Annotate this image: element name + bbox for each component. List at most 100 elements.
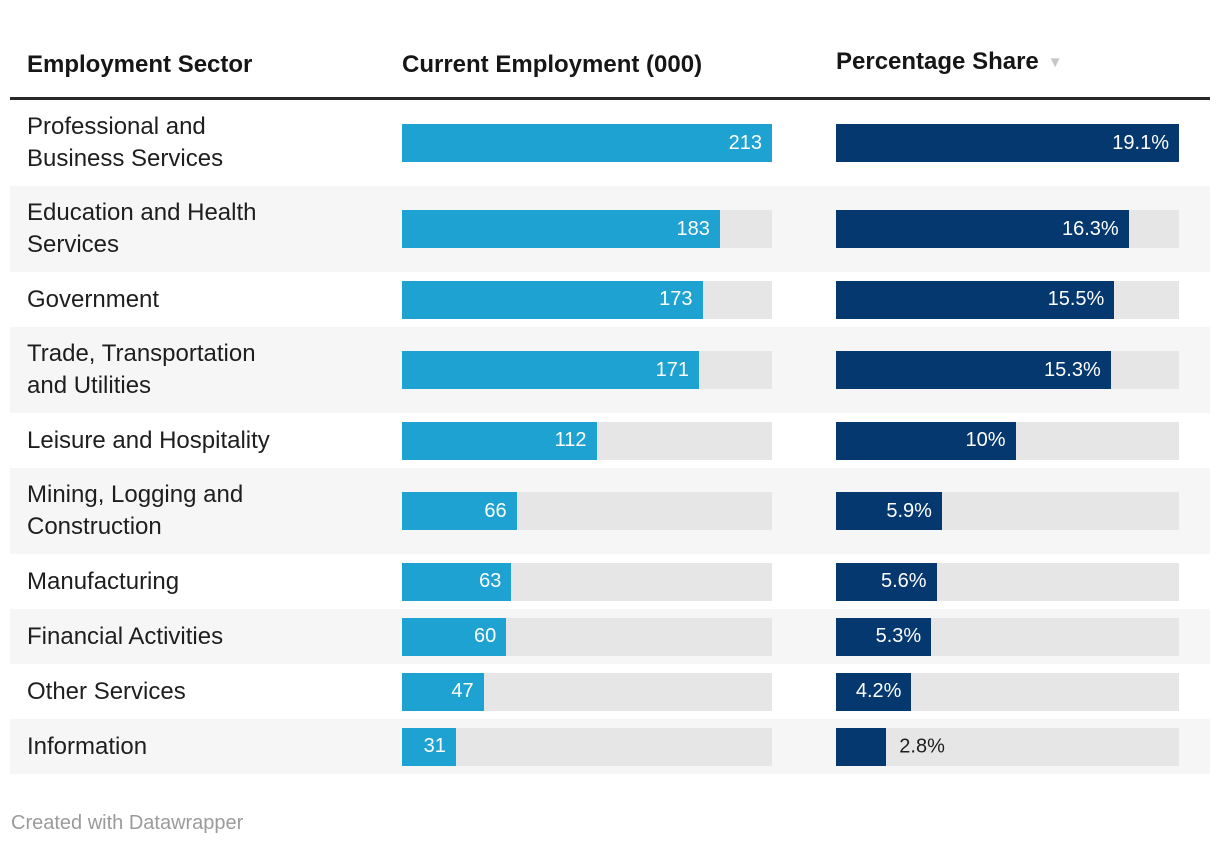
header-rule [10, 97, 1210, 100]
employment-bar-track: 63 [402, 562, 772, 601]
share-value: 4.2% [855, 680, 902, 702]
sector-label: Trade, Transportation and Utilities [27, 340, 256, 399]
sector-label: Information [27, 732, 148, 760]
share-bar-track: 5.9% [836, 492, 1179, 530]
share-value: 2.8% [899, 735, 945, 757]
sector-label: Mining, Logging and Construction [27, 481, 244, 540]
table-row: Information 31 2.8% [10, 719, 1210, 774]
employment-bar-track: 47 [402, 672, 772, 711]
table-row: Education and Health Services 183 16.3% [10, 186, 1210, 272]
employment-bar-cell: 183 [402, 210, 772, 248]
employment-bar-cell: 171 [402, 351, 772, 389]
employment-value: 171 [655, 358, 690, 381]
share-bar-track: 4.2% [836, 672, 1179, 711]
employment-bar-cell: 112 [402, 421, 772, 460]
column-header-current-employment[interactable]: Current Employment (000) [402, 51, 703, 78]
share-value: 16.3% [1061, 217, 1119, 240]
employment-value: 173 [659, 288, 693, 310]
employment-bar-track: 171 [402, 351, 772, 389]
share-value: 15.3% [1044, 358, 1101, 381]
employment-bar: 66 [402, 492, 517, 530]
share-bar-cell: 15.5% [836, 280, 1179, 319]
share-bar: 5.6% [836, 562, 937, 601]
share-value: 5.9% [886, 499, 932, 522]
column-header-percentage-share[interactable]: Percentage Share ▼ [836, 48, 1179, 79]
employment-value: 66 [484, 499, 507, 522]
employment-bar: 63 [402, 562, 512, 601]
sector-label: Government [27, 285, 160, 313]
share-bar-track: 15.3% [836, 351, 1179, 389]
share-bar-track: 19.1% [836, 124, 1179, 162]
share-bar-cell: 2.8% [836, 727, 1179, 766]
share-bar-track: 15.5% [836, 280, 1179, 319]
employment-value: 112 [554, 429, 587, 451]
employment-bar-cell: 60 [402, 617, 772, 656]
share-value: 5.6% [880, 570, 927, 592]
table-row: Government 173 15.5% [10, 272, 1210, 327]
table-row: Financial Activities 60 5.3% [10, 609, 1210, 664]
table-row: Other Services 47 4.2% [10, 664, 1210, 719]
employment-bar-track: 66 [402, 492, 772, 530]
employment-bar-cell: 173 [402, 280, 772, 319]
table-row: Manufacturing 63 5.6% [10, 554, 1210, 609]
sector-label: Education and Health Services [27, 199, 257, 258]
employment-bar: 171 [402, 351, 700, 389]
employment-bar-track: 112 [402, 421, 772, 460]
share-value: 5.3% [875, 625, 922, 647]
share-bar-track: 2.8% [836, 727, 1179, 766]
share-bar-track: 16.3% [836, 210, 1179, 248]
sector-label: Manufacturing [27, 567, 180, 595]
sort-desc-icon: ▼ [1047, 54, 1063, 71]
datawrapper-table: Employment Sector Current Employment (00… [10, 0, 1210, 835]
share-bar-cell: 5.6% [836, 562, 1179, 601]
share-bar [836, 727, 887, 766]
table-body: Professional and Business Services 213 1… [10, 100, 1210, 774]
employment-bar-cell: 63 [402, 562, 772, 601]
share-bar: 5.3% [836, 617, 932, 656]
employment-bar-track: 173 [402, 280, 772, 319]
column-header-label: Percentage Share [836, 48, 1039, 75]
share-bar: 5.9% [836, 492, 942, 530]
share-bar: 16.3% [836, 210, 1129, 248]
share-bar: 19.1% [836, 124, 1179, 162]
employment-value: 183 [676, 217, 710, 240]
employment-bar: 31 [402, 727, 456, 766]
sector-label: Financial Activities [27, 622, 224, 650]
share-bar-cell: 5.3% [836, 617, 1179, 656]
employment-bar: 213 [402, 124, 772, 162]
employment-value: 47 [451, 680, 474, 702]
share-bar-track: 10% [836, 421, 1179, 460]
employment-bar-track: 183 [402, 210, 772, 248]
employment-bar: 112 [402, 421, 597, 460]
share-bar: 15.3% [836, 351, 1111, 389]
employment-bar-cell: 31 [402, 727, 772, 766]
employment-value: 31 [423, 735, 446, 757]
footer-credit[interactable]: Created with Datawrapper [11, 812, 244, 834]
employment-bar-cell: 66 [402, 492, 772, 530]
table-row: Trade, Transportation and Utilities 171 … [10, 327, 1210, 413]
share-bar-cell: 19.1% [836, 124, 1179, 162]
share-value: 10% [965, 429, 1006, 451]
share-bar-track: 5.6% [836, 562, 1179, 601]
employment-value: 60 [473, 625, 497, 647]
share-bar: 4.2% [836, 672, 912, 711]
sector-label: Leisure and Hospitality [27, 426, 270, 454]
share-value: 15.5% [1047, 288, 1105, 310]
sector-label: Professional and Business Services [27, 113, 224, 172]
employment-bar: 47 [402, 672, 484, 711]
table-row: Professional and Business Services 213 1… [10, 100, 1210, 186]
column-header-employment-sector[interactable]: Employment Sector [27, 51, 253, 78]
share-bar-cell: 16.3% [836, 210, 1179, 248]
employment-bar-cell: 47 [402, 672, 772, 711]
share-bar-cell: 15.3% [836, 351, 1179, 389]
employment-value: 63 [479, 570, 502, 592]
employment-bar-track: 31 [402, 727, 772, 766]
share-bar-cell: 10% [836, 421, 1179, 460]
share-bar: 10% [836, 421, 1016, 460]
share-bar-cell: 4.2% [836, 672, 1179, 711]
employment-bar: 60 [402, 617, 507, 656]
table-row: Mining, Logging and Construction 66 5.9% [10, 468, 1210, 554]
employment-bar-track: 213 [402, 124, 772, 162]
table-row: Leisure and Hospitality 112 10% [10, 413, 1210, 468]
sector-label: Other Services [27, 677, 186, 705]
